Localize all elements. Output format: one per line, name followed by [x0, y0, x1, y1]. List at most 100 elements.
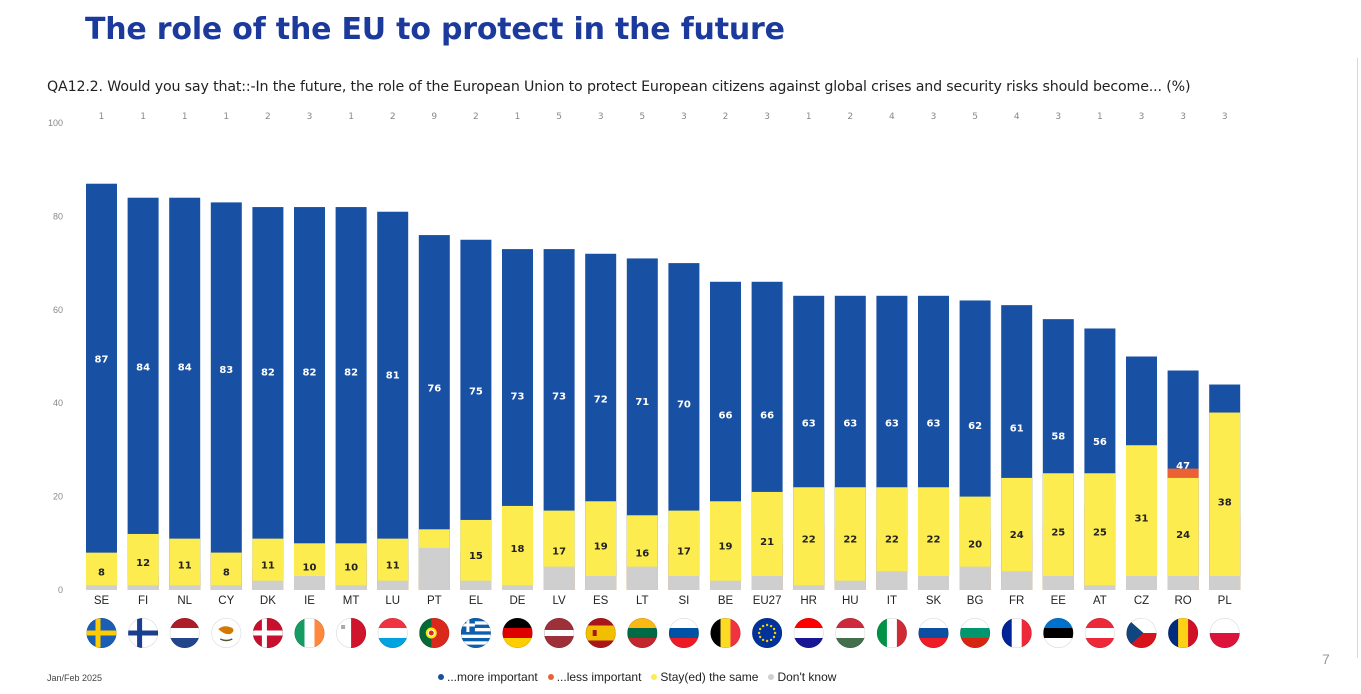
bar-group-pt: 76139 [418, 112, 450, 590]
bar-group-el: 758152 [460, 112, 492, 590]
bar-segment-dk [460, 580, 492, 590]
data-label-same: 19 [719, 542, 733, 553]
bar-segment-dk [834, 580, 866, 590]
data-label-dk: 5 [556, 112, 562, 122]
data-label-more: 63 [802, 418, 816, 429]
bulgaria-flag-icon [960, 618, 991, 648]
bar-segment-dk [751, 575, 783, 590]
data-label-more: 72 [594, 394, 608, 405]
data-label-dk: 2 [723, 112, 729, 122]
data-label-same: 22 [802, 535, 816, 546]
data-label-more: 70 [677, 400, 691, 411]
data-label-dk: 2 [390, 112, 396, 122]
data-label-dk: 2 [473, 112, 479, 122]
data-label-more: 56 [1093, 437, 1107, 448]
bar-segment-dk [1084, 585, 1116, 590]
bar-segment-same [918, 487, 949, 590]
bars: 8748184312184411183881825112825103827101… [86, 112, 1241, 591]
category-label: LU [385, 595, 400, 607]
category-label: EU27 [753, 595, 782, 607]
data-label-more: 63 [843, 418, 857, 429]
legend-label: ...less important [556, 670, 642, 684]
bar-group-de: 738181 [502, 112, 533, 590]
data-label-dk: 3 [307, 112, 313, 122]
data-label-same: 10 [303, 563, 317, 574]
bar-segment-same [210, 552, 242, 590]
legend-item-more: ...more important [438, 670, 538, 684]
data-label-dk: 1 [515, 112, 521, 122]
data-label-dk: 3 [931, 112, 937, 122]
y-tick-label: 80 [53, 211, 63, 221]
category-label: DE [510, 595, 526, 607]
bar-group-be: 6613192 [710, 112, 741, 590]
bar-group-at: 5618251 [1084, 112, 1116, 590]
portugal-flag-icon [419, 618, 450, 648]
bar-group-hr: 6314221 [793, 112, 825, 590]
data-label-same: 10 [344, 563, 358, 574]
bar-segment-dk [585, 575, 617, 590]
category-label: FI [138, 595, 148, 607]
data-label-same: 24 [1010, 530, 1024, 541]
belgium-flag-icon [710, 618, 741, 648]
bar-segment-dk [1001, 571, 1033, 590]
bar-segment-same [1042, 473, 1074, 590]
data-label-dk: 3 [598, 112, 604, 122]
malta-flag-icon [336, 618, 367, 648]
latvia-flag-icon [544, 618, 575, 648]
y-tick-label: 20 [53, 492, 63, 502]
legend-dot-icon [547, 674, 554, 680]
legend-item-same: Stay(ed) the same [651, 670, 758, 684]
bar-segment-same [751, 491, 783, 590]
data-label-same: 12 [136, 558, 150, 569]
bar-segment-dk [210, 585, 242, 590]
category-label: AT [1093, 595, 1107, 607]
bar-group-fi: 843121 [127, 112, 159, 590]
estonia-flag-icon [1043, 618, 1074, 648]
spain-flag-icon [585, 618, 616, 648]
data-label-dk: 1 [806, 112, 812, 122]
category-label: DK [260, 595, 276, 607]
bar-segment-dk [1042, 575, 1074, 590]
bar-segment-dk [335, 585, 367, 590]
bar-group-fr: 6111244 [1001, 112, 1033, 590]
category-label: SK [926, 595, 942, 607]
netherlands-flag-icon [169, 618, 200, 648]
bar-segment-more [252, 207, 284, 590]
page-number: 7 [1322, 651, 1330, 667]
legend-item-dk: Don't know [768, 670, 836, 684]
data-label-same: 16 [635, 549, 649, 560]
bar-group-nl: 844111 [169, 112, 201, 590]
legend-label: Stay(ed) the same [660, 670, 759, 684]
data-label-dk: 2 [265, 112, 271, 122]
bar-group-bg: 6213205 [959, 112, 991, 590]
data-label-same: 8 [98, 567, 105, 578]
bar-group-ro: 4726243 [1167, 112, 1199, 590]
data-label-dk: 3 [1139, 112, 1145, 122]
data-label-more: 82 [303, 368, 317, 379]
bar-segment-more [377, 211, 409, 591]
y-tick-label: 60 [53, 305, 63, 315]
data-label-dk: 4 [1014, 112, 1020, 122]
category-label: SE [94, 595, 110, 607]
finland-flag-icon [128, 618, 159, 648]
data-label-more: 76 [427, 384, 441, 395]
page-title: The role of the EU to protect in the fut… [85, 12, 785, 47]
data-label-dk: 5 [972, 112, 978, 122]
bar-group-mt: 827101 [335, 112, 367, 590]
category-label: BE [718, 595, 734, 607]
data-label-more: 82 [344, 368, 358, 379]
bar-segment-same [86, 552, 117, 590]
category-label: HU [842, 595, 859, 607]
data-label-more: 81 [386, 370, 400, 381]
bar-group-it: 6311224 [876, 112, 908, 590]
bar-segment-same [710, 501, 741, 590]
data-label-same: 24 [1176, 530, 1190, 541]
legend-item-less: ...less important [547, 670, 642, 684]
bar-segment-same [1209, 412, 1241, 590]
data-label-more: 61 [1010, 424, 1024, 435]
bar-segment-more [86, 183, 117, 590]
category-label: SI [678, 595, 689, 607]
data-label-dk: 9 [431, 112, 437, 122]
bar-segment-same [502, 505, 533, 590]
